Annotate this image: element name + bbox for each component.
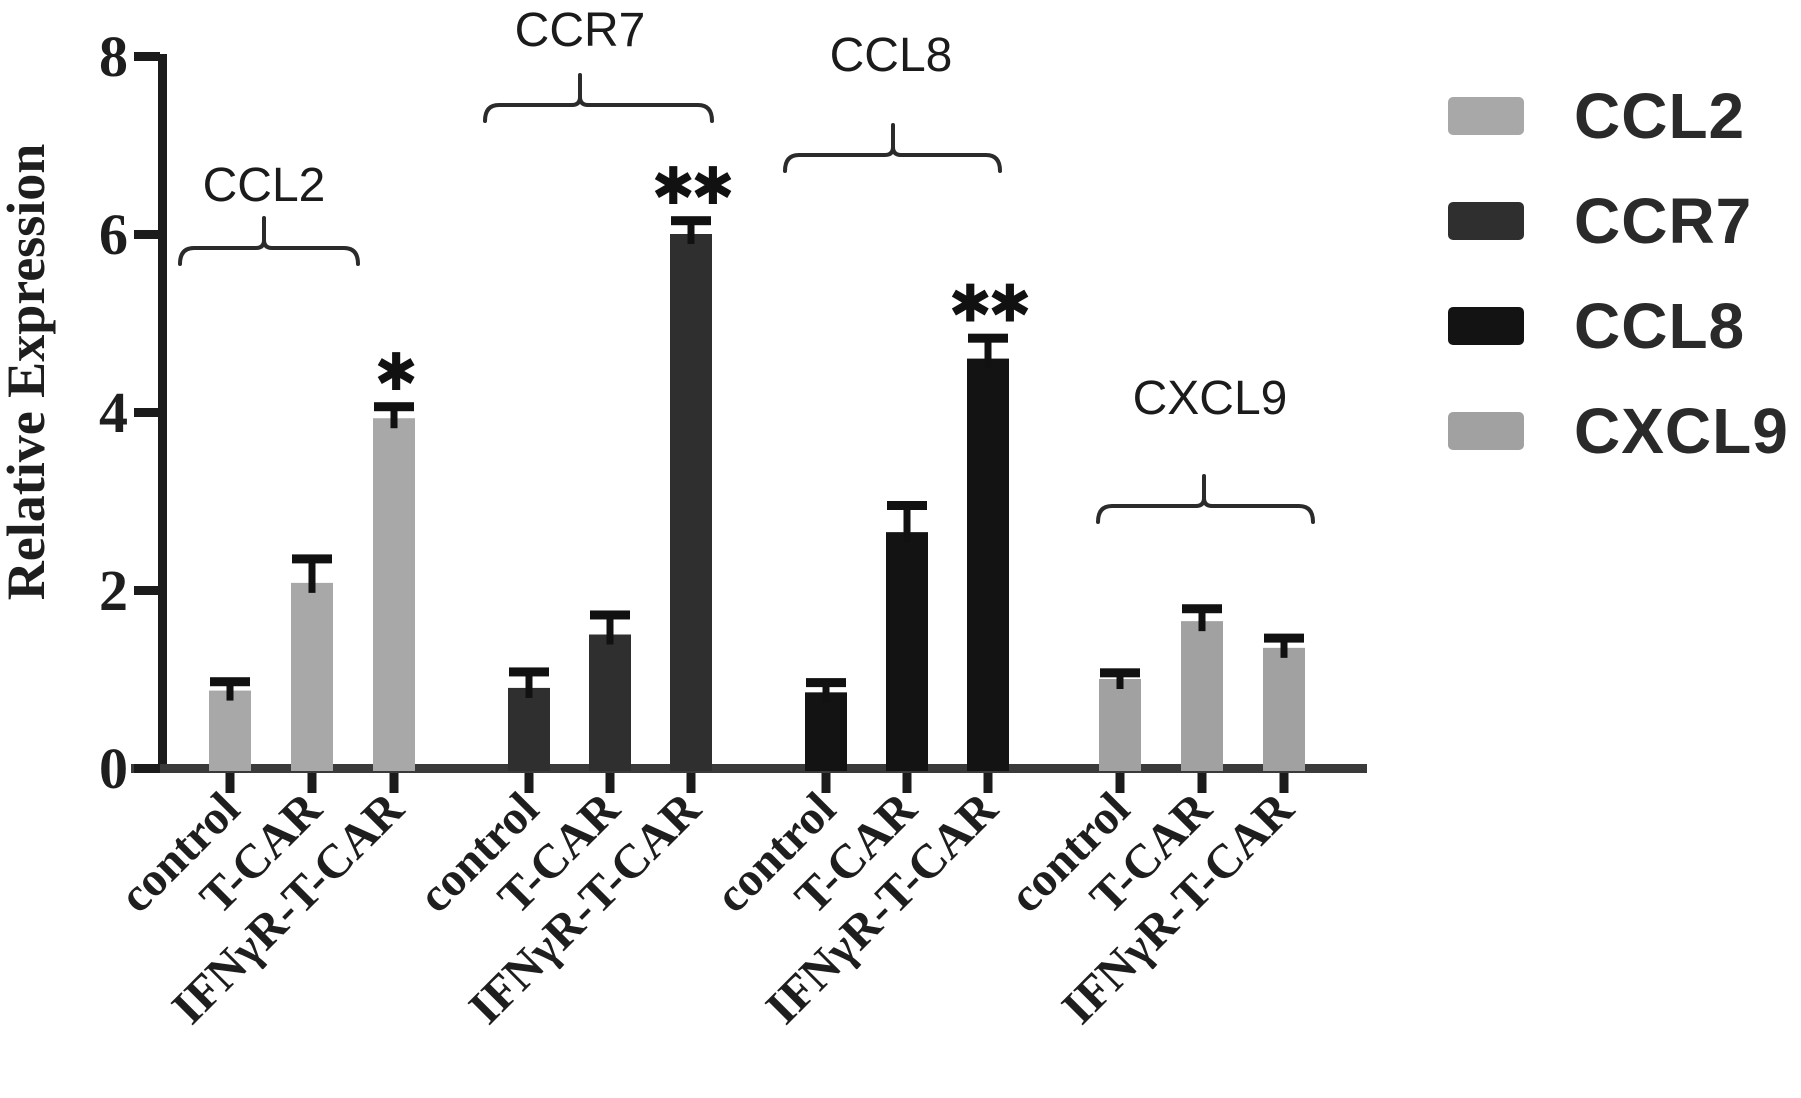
x-tick [1197,773,1207,793]
y-tick-label: 4 [99,380,128,445]
y-tick [134,764,160,773]
y-tick-label: 2 [99,558,128,623]
legend-item: CCL2 [1448,84,1789,148]
y-tick-label: 6 [99,202,128,267]
error-bar [226,681,234,701]
group-bracket [783,123,1002,173]
x-tick [225,773,235,793]
x-tick [983,773,993,793]
group-label: CCL2 [203,159,326,212]
error-bar [984,337,992,369]
error-cap [1264,633,1304,643]
significance-stars: ✱✱ [651,157,732,217]
y-tick-label: 0 [99,736,128,801]
x-tick [524,773,534,793]
significance-stars: ✱✱ [948,275,1029,335]
legend-label: CXCL9 [1574,395,1789,467]
error-bar [1280,637,1288,658]
error-bar [903,505,911,543]
error-cap [509,667,549,677]
legend-label: CCR7 [1574,185,1753,257]
x-axis-line [131,764,1367,773]
error-cap [1100,668,1140,678]
bar [589,634,631,771]
bar [373,418,415,771]
error-bar [308,558,316,593]
legend-swatch [1448,307,1524,345]
legend-swatch [1448,202,1524,240]
error-cap [806,678,846,688]
error-cap [1182,604,1222,614]
x-tick [821,773,831,793]
y-tick [134,586,160,595]
y-tick [134,52,160,61]
y-tick [134,230,160,239]
y-tick [134,408,160,417]
x-tick [389,773,399,793]
error-cap [887,501,927,510]
group-label: CCR7 [515,4,646,57]
error-bar [1198,608,1206,632]
y-tick-label: 8 [99,24,128,89]
error-cap [210,677,250,687]
bar [209,690,251,771]
bar [1263,647,1305,771]
legend: CCL2 CCR7 CCL8 CXCL9 [1448,84,1789,463]
legend-item: CCR7 [1448,189,1789,253]
significance-stars: ✱ [374,343,415,403]
error-bar [1116,672,1124,689]
bar [291,582,333,771]
legend-label: CCL8 [1574,290,1746,362]
x-tick [605,773,615,793]
bar [1181,621,1223,771]
legend-swatch [1448,412,1524,450]
x-tick [686,773,696,793]
error-bar [606,614,614,645]
error-cap [292,554,332,564]
group-bracket [178,216,360,266]
error-cap [374,402,414,412]
x-tick [307,773,317,793]
group-bracket [1096,474,1315,524]
bar [1099,679,1141,771]
group-bracket [483,73,714,123]
bar [670,234,712,771]
legend-item: CCL8 [1448,294,1789,358]
error-bar [822,682,830,703]
y-axis-line [158,54,167,773]
error-cap [968,333,1008,343]
error-bar [525,671,533,698]
error-bar [687,220,695,244]
bar [805,692,847,771]
x-tick [902,773,912,793]
error-bar [390,406,398,429]
legend-swatch [1448,97,1524,135]
error-cap [590,610,630,620]
bar [886,532,928,771]
group-label: CXCL9 [1133,372,1288,425]
x-tick [1279,773,1289,793]
group-label: CCL8 [830,29,953,82]
legend-label: CCL2 [1574,80,1746,152]
bar [508,687,550,771]
x-tick [1115,773,1125,793]
y-axis-title: Relative Expression [0,144,56,601]
legend-item: CXCL9 [1448,399,1789,463]
bar [967,358,1009,771]
error-cap [671,216,711,226]
